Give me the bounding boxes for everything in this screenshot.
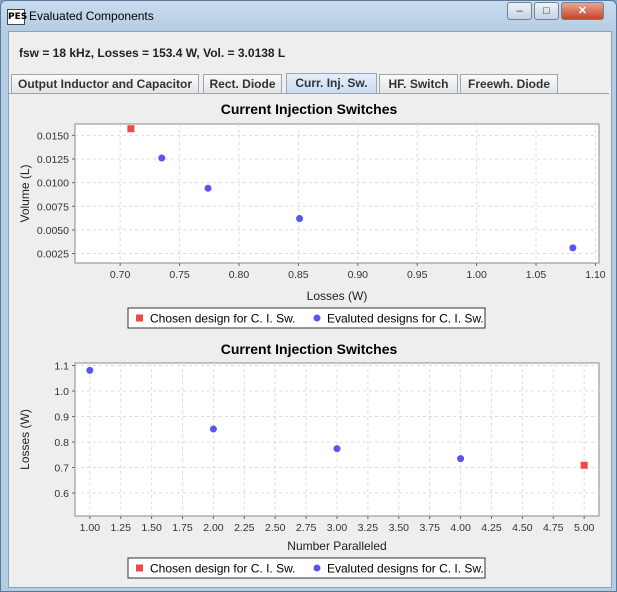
evaluated-design-point [333,445,341,453]
y-axis-label: Volume (L) [18,164,32,222]
legend-evaluated-label: Evaluted designs for C. I. Sw. [327,562,484,576]
close-button[interactable]: ✕ [561,2,604,20]
chart-legend [127,307,486,329]
evaluated-design-point [86,366,94,374]
chart-title: Current Injection Switches [221,341,398,357]
x-tick-label: 1.00 [80,522,101,534]
evaluated-design-point [204,184,212,192]
tab-hf-switch[interactable]: HF. Switch [379,74,458,93]
legend-evaluated-label: Evaluted designs for C. I. Sw. [327,312,484,326]
y-tick-label: 1.1 [54,361,69,373]
x-tick-label: 3.25 [358,522,379,534]
y-tick-label: 0.9 [54,412,69,424]
x-tick-label: 0.85 [288,269,309,281]
maximize-button[interactable]: □ [534,2,559,20]
minimize-button[interactable]: – [507,2,532,20]
chart-legend [127,557,486,579]
content-area: fsw = 18 kHz, Losses = 153.4 W, Vol. = 3… [8,31,612,588]
tab-curr-inj-sw[interactable]: Curr. Inj. Sw. [286,73,377,94]
y-tick-label: 0.8 [54,437,69,449]
y-tick-label: 0.0100 [37,178,69,190]
x-tick-label: 0.95 [407,269,428,281]
x-axis-label: Number Paralleled [287,539,386,553]
window-title: Evaluated Components [29,9,154,23]
evaluated-design-point [569,244,577,252]
tab-rect-diode[interactable]: Rect. Diode [203,74,282,93]
tab-panel: Current Injection Switches 0.70 0.75 0.80 0.… [9,93,609,587]
charts-canvas: Current Injection Switches 0.70 0.75 0.80 0.… [18,101,606,579]
x-axis-label: Losses (W) [307,289,368,303]
y-tick-label: 0.7 [54,463,69,475]
y-tick-label: 0.0050 [37,225,69,237]
y-tick-label: 0.0150 [37,130,69,142]
x-tick-label: 2.25 [234,522,255,534]
x-tick-label: 3.75 [419,522,440,534]
legend-chosen-label: Chosen design for C. I. Sw. [150,562,295,576]
x-tick-label: 2.75 [296,522,317,534]
x-tick-label: 1.00 [466,269,487,281]
legend-chosen-label: Chosen design for C. I. Sw. [150,312,295,326]
x-tick-label: 3.50 [389,522,410,534]
legend-evaluated-marker [313,314,321,322]
evaluated-design-point [457,455,465,463]
x-tick-label: 2.00 [203,522,224,534]
x-tick-label: 5.00 [574,522,595,534]
x-tick-label: 4.00 [450,522,471,534]
tab-bar: Output Inductor and Capacitor Rect. Diod… [9,73,611,94]
plot-area [74,123,600,264]
app-icon: PES [7,9,27,25]
x-tick-label: 0.70 [110,269,131,281]
chart-title: Current Injection Switches [221,101,398,117]
x-tick-label: 4.50 [512,522,533,534]
evaluated-design-point [158,154,166,162]
x-tick-label: 2.50 [265,522,286,534]
x-tick-label: 1.75 [172,522,193,534]
x-tick-label: 0.75 [169,269,190,281]
y-tick-label: 0.0125 [37,154,69,166]
x-tick-label: 0.80 [229,269,250,281]
x-tick-label: 1.10 [585,269,606,281]
chosen-design-point [580,461,588,469]
legend-chosen-marker [136,564,143,572]
x-tick-label: 4.25 [481,522,502,534]
y-tick-label: 1.0 [54,386,69,398]
y-tick-label: 0.6 [54,488,69,500]
tab-freewh-diode[interactable]: Freewh. Diode [460,74,558,93]
y-tick-label: 0.0025 [37,249,69,261]
x-tick-label: 1.25 [111,522,132,534]
title-bar[interactable]: PES Evaluated Components – □ ✕ [1,1,616,31]
x-tick-label: 4.75 [543,522,564,534]
x-tick-label: 0.90 [348,269,369,281]
legend-chosen-marker [136,314,143,322]
design-summary: fsw = 18 kHz, Losses = 153.4 W, Vol. = 3… [19,46,286,60]
tab-output-inductor[interactable]: Output Inductor and Capacitor [11,74,199,93]
x-tick-label: 1.05 [526,269,547,281]
evaluated-design-point [209,425,217,433]
x-tick-label: 1.50 [141,522,162,534]
y-tick-label: 0.0075 [37,201,69,213]
y-axis-label: Losses (W) [18,409,32,470]
legend-evaluated-marker [313,564,321,572]
chosen-design-point [127,125,135,133]
x-tick-label: 3.00 [327,522,348,534]
evaluated-design-point [296,215,304,223]
